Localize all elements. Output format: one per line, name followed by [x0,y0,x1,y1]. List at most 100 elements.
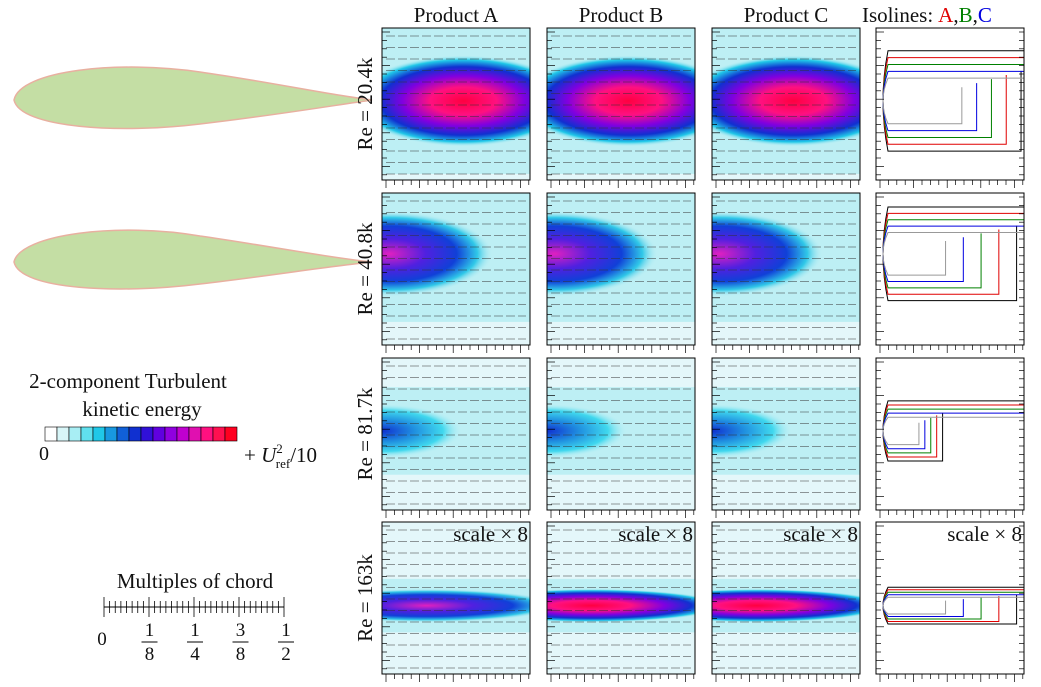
isoline [882,416,1024,446]
scale-note: scale × 8 [618,522,693,546]
row-label: Re = 81.7k [353,387,377,480]
colorbar-cell [164,426,178,442]
isolines-separator: , [953,3,958,27]
colorbar-cell [224,426,238,442]
panel-frame [381,27,531,181]
ruler-num: 1 [145,620,155,641]
panel [712,28,860,180]
panel [547,193,695,345]
row-label: Re = 20.4k [353,57,377,150]
colorbar-cell [212,426,226,442]
scale-note: scale × 8 [783,522,858,546]
column-title: Product B [579,3,664,27]
legend-min: 0 [39,443,49,465]
tke-field [547,55,695,147]
ruler-label: 0 [97,629,107,650]
colorbar-cell [80,426,94,442]
airfoil [13,229,373,290]
isolines-separator: , [973,3,978,27]
panel [547,28,695,180]
ruler-num: 3 [236,620,246,641]
airfoil [13,66,373,130]
panel-frame [711,357,861,511]
tke-field [382,211,493,297]
panel-bg [876,28,1024,180]
isoline [882,77,1024,125]
colorbar-cell [200,426,214,442]
scale-note: scale × 8 [453,522,528,546]
row-label: Re = 163k [353,554,377,642]
scale-title: Multiples of chord [117,569,274,593]
tke-field [712,588,860,623]
colorbar-cell [140,426,154,442]
colorbar-cell [188,426,202,442]
colorbar-cell [104,426,118,442]
panel [382,193,530,345]
panel-frame [546,521,696,675]
ruler-den: 8 [145,644,155,665]
legend-max-prefix: + [244,443,256,467]
tke-field [547,211,658,297]
ruler-num: 1 [190,620,200,641]
panel [876,28,1024,180]
legend-max: + U2 ref/10 [244,441,317,471]
ruler-den: 8 [236,644,246,665]
isolines-name: A [938,3,954,27]
column-title: Product A [414,3,499,27]
panel [382,522,530,674]
colorbar-cell [176,426,190,442]
ruler-den: 2 [281,644,291,665]
scale-note: scale × 8 [947,522,1022,546]
panel-frame [711,192,861,346]
colorbar-cell [92,426,106,442]
panel-frame [546,192,696,346]
panel [382,358,530,510]
panel-frame [381,357,531,511]
row-label: Re = 40.8k [353,222,377,315]
tke-field [382,55,530,147]
panel-frame [711,521,861,675]
panel-frame [875,357,1025,511]
panel-frame [546,357,696,511]
isolines-label: Isolines: [862,3,933,27]
colorbar-cell [56,426,70,442]
tke-field [382,588,530,623]
isoline [882,596,1024,615]
panel-frame [381,521,531,675]
ruler-den: 4 [190,644,200,665]
tke-field [382,403,464,459]
colorbar-cell [116,426,130,442]
panel-frame [875,521,1025,675]
tke-field [712,403,794,459]
colorbar-cell [128,426,142,442]
panel-bg [876,193,1024,345]
panel [876,522,1024,674]
legend-max-suffix: /10 [290,443,317,467]
panel [712,522,860,674]
legend-title: 2-component Turbulent [29,369,227,393]
panel [382,28,530,180]
legend-max-sub: ref [276,456,291,471]
colorbar-cell [152,426,166,442]
panel [547,522,695,674]
tke-field [712,55,860,147]
isolines-name: B [959,3,973,27]
colorbar-cell [44,426,58,442]
panel-frame [381,192,531,346]
legend-max-symbol: U [261,443,278,467]
panel-frame [711,27,861,181]
panel-bg [876,358,1024,510]
tke-field [547,588,695,623]
panel [712,358,860,510]
panel [876,193,1024,345]
ruler-num: 1 [281,620,291,641]
isolines-name: C [978,3,992,27]
tke-field [547,403,629,459]
isoline [882,232,1024,276]
column-title: Product C [744,3,829,27]
colorbar-cell [68,426,82,442]
panel-frame [546,27,696,181]
